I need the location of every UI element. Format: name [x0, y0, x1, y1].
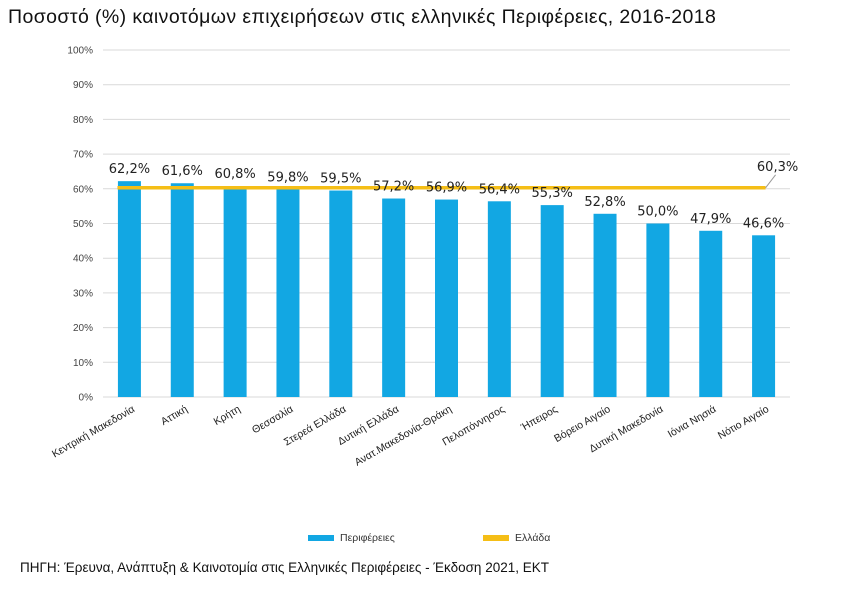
bar: [382, 198, 406, 397]
bar: [276, 189, 300, 397]
data-label: 62,2%: [109, 162, 150, 177]
data-label: 50,0%: [637, 205, 678, 220]
legend-label-regions: Περιφέρειες: [340, 532, 395, 544]
legend-label-greece: Ελλάδα: [515, 532, 550, 544]
bar: [752, 235, 776, 397]
category-label: Θεσσαλία: [250, 403, 295, 436]
y-tick-label: 100%: [67, 46, 93, 57]
data-label: 57,2%: [373, 180, 414, 195]
y-tick-label: 70%: [73, 150, 93, 161]
y-tick-label: 0%: [79, 393, 94, 404]
data-label: 52,8%: [584, 195, 625, 210]
y-tick-label: 90%: [73, 80, 93, 91]
legend: Περιφέρειες Ελλάδα: [308, 532, 550, 544]
y-tick-label: 40%: [73, 254, 93, 265]
category-label: Κρήτη: [212, 403, 243, 428]
chart-title: Ποσοστό (%) καινοτόμων επιχειρήσεων στις…: [8, 6, 717, 28]
category-label: Ήπειρος: [518, 403, 559, 434]
category-label: Νότιο Αιγαίο: [716, 403, 771, 442]
category-label: Αττική: [159, 403, 190, 428]
category-labels: Κεντρική Μακεδονία Αττική Κρήτη ΘεσσαλίαΣτε…: [50, 403, 771, 469]
bar: [223, 186, 247, 397]
y-tick-label: 60%: [73, 184, 93, 195]
bar: [117, 181, 141, 397]
bar: [170, 183, 194, 397]
bar: [593, 213, 617, 397]
y-tick-label: 30%: [73, 288, 93, 299]
y-tick-label: 80%: [73, 115, 93, 126]
data-label: 55,3%: [532, 186, 573, 201]
y-axis-ticks: 0% 10% 20% 30% 40% 50% 60% 70% 80% 90% 100%: [67, 46, 93, 404]
data-label: 56,4%: [479, 182, 520, 197]
bar: [699, 230, 723, 397]
data-label: 56,9%: [426, 181, 467, 196]
legend-swatch-greece: [483, 535, 509, 541]
greece-label-leader: [765, 174, 776, 189]
bar: [540, 205, 564, 397]
y-tick-label: 20%: [73, 323, 93, 334]
data-label: 61,6%: [162, 164, 203, 179]
y-tick-label: 10%: [73, 358, 93, 369]
source-note: ΠΗΓΗ: Έρευνα, Ανάπτυξη & Καινοτομία στις…: [20, 560, 549, 575]
bars: [117, 181, 776, 397]
bar: [435, 199, 458, 397]
data-label: 60,8%: [214, 167, 255, 182]
bar: [329, 190, 353, 397]
data-labels: 62,2% 61,6% 60,8% 59,8% 59,5% 57,2% 56,9% 56,4%…: [109, 160, 798, 232]
data-label: 59,5%: [320, 172, 361, 187]
greece-average-line-group: [117, 174, 776, 190]
category-label: Κεντρική Μακεδονία: [50, 403, 137, 460]
category-label: Ανατ.Μακεδονία-Θράκη: [353, 403, 454, 469]
data-label: 46,6%: [743, 216, 784, 231]
bar: [646, 223, 670, 397]
data-label: 47,9%: [690, 212, 731, 227]
legend-swatch-regions: [308, 535, 334, 541]
greece-average-label: 60,3%: [757, 160, 798, 175]
bar: [487, 201, 511, 397]
data-label: 59,8%: [267, 170, 308, 185]
y-tick-label: 50%: [73, 219, 93, 230]
category-label: Ιόνια Νησιά: [666, 403, 718, 440]
